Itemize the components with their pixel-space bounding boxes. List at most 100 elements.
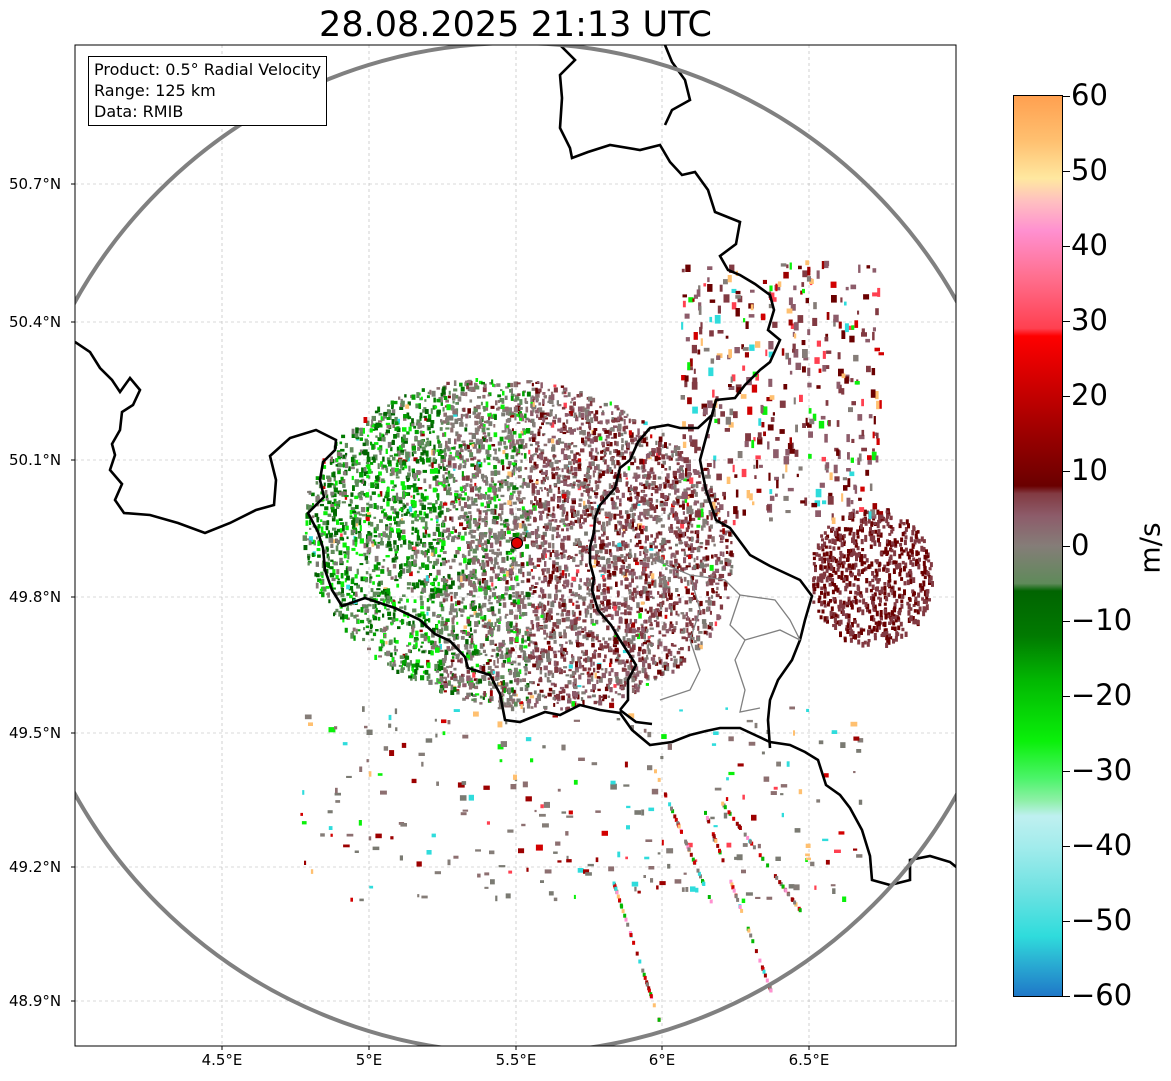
velocity-gate (388, 547, 393, 552)
velocity-gate (400, 444, 405, 448)
velocity-gate (685, 479, 690, 482)
velocity-gate (421, 650, 425, 653)
velocity-gate (445, 598, 449, 602)
velocity-gate (373, 454, 378, 461)
velocity-gate (470, 463, 475, 467)
velocity-gate (390, 446, 393, 452)
velocity-gate (643, 630, 648, 634)
velocity-gate (538, 448, 541, 451)
velocity-gate (493, 465, 497, 470)
velocity-gate (472, 574, 477, 579)
velocity-gate (522, 428, 526, 431)
velocity-gate (588, 475, 592, 480)
velocity-gate (664, 468, 668, 471)
velocity-gate (457, 455, 460, 460)
velocity-gate (634, 619, 638, 624)
velocity-gate (524, 413, 527, 419)
velocity-gate (423, 415, 427, 418)
velocity-gate (456, 621, 459, 625)
velocity-gate (472, 672, 476, 678)
velocity-gate (440, 392, 444, 397)
velocity-gate (541, 571, 545, 576)
velocity-gate (472, 581, 476, 584)
velocity-gate (569, 405, 573, 410)
velocity-gate (393, 500, 398, 503)
velocity-gate (670, 643, 674, 647)
velocity-gate (569, 674, 573, 678)
velocity-gate (469, 627, 472, 632)
velocity-gate (409, 513, 413, 517)
velocity-gate (443, 396, 448, 400)
velocity-gate (608, 572, 612, 577)
velocity-gate (626, 543, 630, 548)
velocity-gate (525, 530, 529, 534)
velocity-gate (509, 445, 512, 450)
velocity-gate (379, 433, 384, 439)
velocity-gate (554, 666, 559, 673)
velocity-gate (363, 467, 367, 473)
velocity-gate (455, 633, 459, 640)
velocity-gate (484, 521, 488, 527)
velocity-gate (396, 446, 400, 452)
velocity-gate (506, 657, 511, 663)
velocity-gate (643, 474, 648, 478)
velocity-gate (457, 516, 461, 520)
velocity-gate (356, 512, 360, 515)
velocity-gate (363, 449, 368, 456)
velocity-gate (512, 431, 517, 435)
velocity-gate (509, 637, 514, 642)
velocity-gate (323, 549, 327, 554)
velocity-gate (392, 456, 396, 461)
velocity-gate (395, 476, 400, 479)
velocity-gate (406, 587, 411, 590)
velocity-gate (690, 637, 694, 644)
velocity-gate (677, 528, 681, 532)
velocity-gate (419, 502, 424, 506)
velocity-gate (693, 469, 697, 475)
velocity-gate (519, 701, 524, 704)
velocity-gate (618, 432, 624, 437)
velocity-gate (656, 447, 661, 453)
velocity-gate (400, 463, 403, 469)
velocity-gate (608, 637, 612, 641)
velocity-gate (707, 534, 712, 539)
velocity-gate (487, 671, 492, 675)
velocity-gate (561, 602, 566, 608)
velocity-gate (494, 558, 498, 565)
velocity-gate (441, 449, 446, 453)
velocity-gate (500, 459, 505, 465)
velocity-gate (673, 575, 678, 579)
velocity-gate (363, 471, 367, 476)
velocity-gate (325, 586, 330, 589)
velocity-gate (654, 556, 659, 562)
velocity-gate (379, 628, 383, 633)
velocity-gate (404, 465, 408, 469)
velocity-gate (461, 440, 466, 443)
velocity-gate (332, 573, 336, 576)
velocity-gate (344, 521, 348, 526)
velocity-gate (521, 520, 525, 524)
velocity-gate (609, 687, 613, 693)
velocity-gate (633, 472, 638, 477)
velocity-gate (576, 479, 580, 482)
velocity-gate (511, 528, 515, 531)
velocity-gate (594, 672, 597, 679)
velocity-gate (469, 677, 473, 681)
velocity-gate (578, 545, 583, 548)
velocity-gate (504, 518, 509, 522)
velocity-gate (509, 557, 513, 560)
velocity-gate (603, 448, 607, 452)
velocity-gate (484, 516, 488, 521)
velocity-gate (597, 640, 602, 643)
velocity-gate (550, 647, 554, 652)
velocity-gate (387, 541, 392, 547)
velocity-gate (685, 637, 689, 642)
velocity-gate (549, 461, 554, 468)
velocity-gate (690, 592, 695, 595)
velocity-gate (591, 653, 597, 659)
velocity-gate (565, 523, 570, 527)
velocity-gate (483, 584, 487, 588)
velocity-gate (468, 681, 471, 686)
velocity-gate (683, 557, 687, 564)
velocity-gate (571, 591, 575, 595)
